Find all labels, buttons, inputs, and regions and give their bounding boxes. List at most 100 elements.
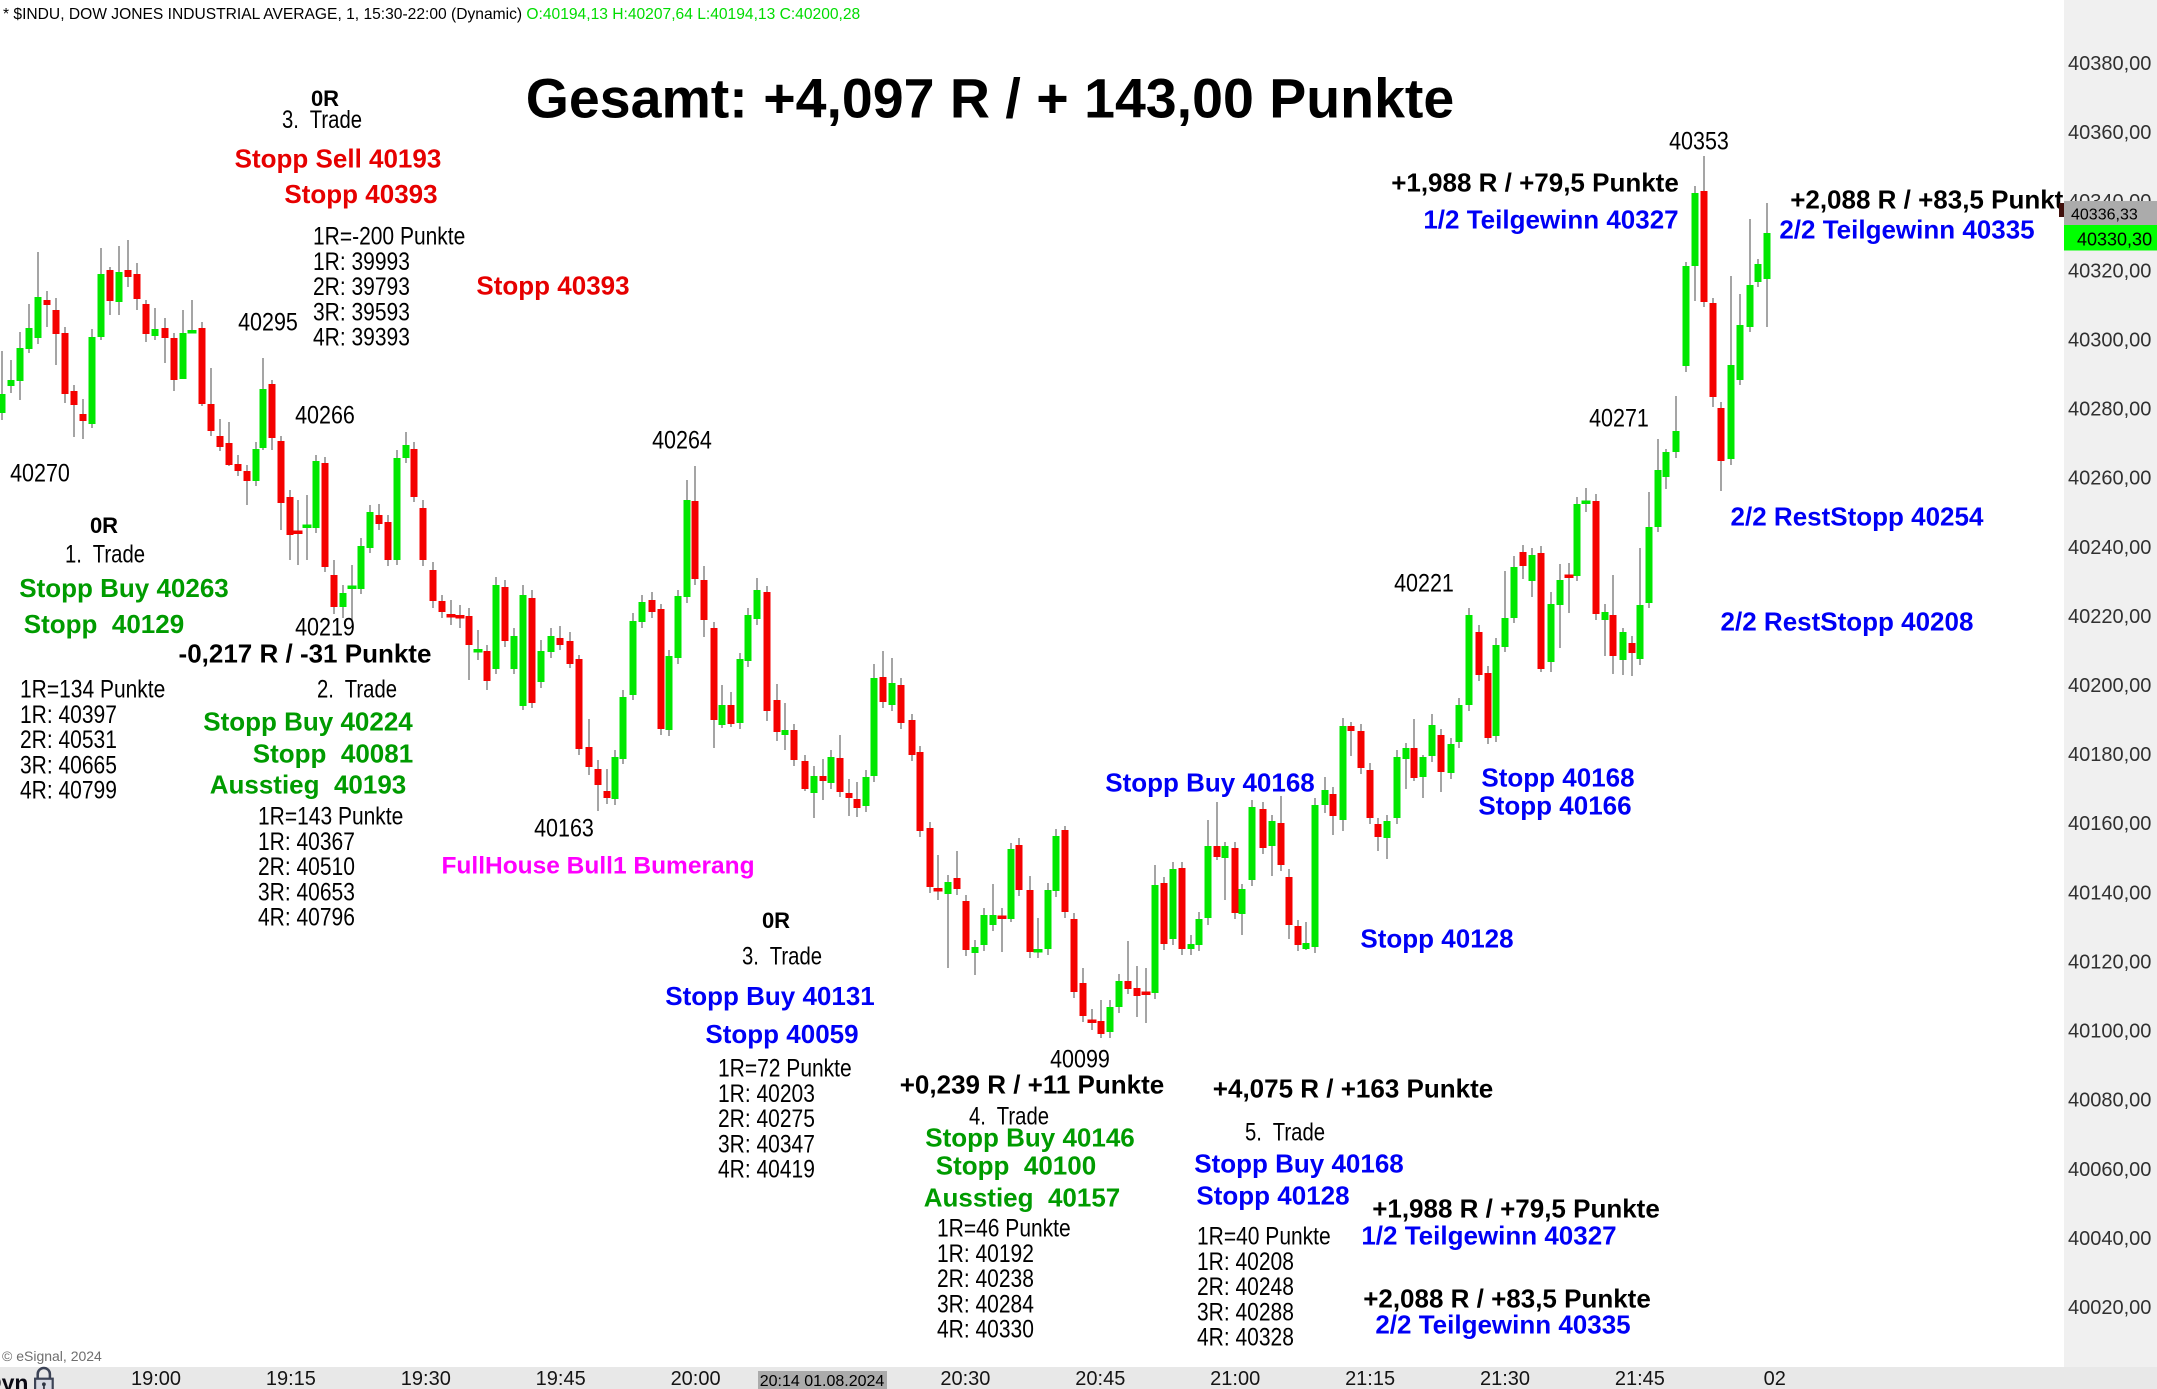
svg-text:Stopp 40100: Stopp 40100 — [936, 1151, 1096, 1181]
svg-text:1R=72 Punkte: 1R=72 Punkte — [718, 1055, 852, 1083]
svg-text:+0,239 R / +11 Punkte: +0,239 R / +11 Punkte — [900, 1070, 1165, 1100]
svg-text:21:45: 21:45 — [1615, 1368, 1665, 1389]
svg-text:4R: 39393: 4R: 39393 — [313, 324, 410, 352]
svg-text:4R: 40419: 4R: 40419 — [718, 1156, 815, 1184]
svg-text:40353: 40353 — [1669, 128, 1729, 156]
svg-text:Stopp 40168: Stopp 40168 — [1481, 763, 1634, 793]
svg-text:Stopp 40128: Stopp 40128 — [1196, 1181, 1349, 1211]
svg-text:20:14 01.08.2024: 20:14 01.08.2024 — [760, 1373, 885, 1389]
svg-text:+2,088 R / +83,5 Punkte: +2,088 R / +83,5 Punkte — [1363, 1284, 1651, 1314]
svg-text:2R: 40510: 2R: 40510 — [258, 853, 355, 881]
svg-text:40264: 40264 — [652, 427, 712, 455]
svg-text:Stopp 40081: Stopp 40081 — [253, 739, 413, 769]
svg-text:19:30: 19:30 — [401, 1368, 451, 1389]
svg-text:3R: 40347: 3R: 40347 — [718, 1130, 815, 1158]
svg-text:+1,988 R / +79,5 Punkte: +1,988 R / +79,5 Punkte — [1391, 168, 1679, 198]
svg-text:40260,00: 40260,00 — [2068, 468, 2151, 490]
svg-text:1R=134 Punkte: 1R=134 Punkte — [20, 676, 165, 704]
svg-text:21:30: 21:30 — [1480, 1368, 1530, 1389]
svg-text:Stopp Buy 40168: Stopp Buy 40168 — [1194, 1149, 1404, 1179]
svg-text:3. Trade: 3. Trade — [282, 106, 362, 134]
svg-text:3R: 40284: 3R: 40284 — [937, 1290, 1034, 1318]
svg-text:1R: 40208: 1R: 40208 — [1197, 1248, 1294, 1276]
svg-text:3R: 40653: 3R: 40653 — [258, 878, 355, 906]
svg-text:-0,217 R / -31 Punkte: -0,217 R / -31 Punkte — [179, 639, 432, 669]
svg-text:FullHouse Bull1 Bumerang: FullHouse Bull1 Bumerang — [441, 853, 754, 880]
svg-text:Stopp Sell 40193: Stopp Sell 40193 — [235, 144, 442, 174]
svg-text:40160,00: 40160,00 — [2068, 813, 2151, 835]
svg-text:3R: 40665: 3R: 40665 — [20, 751, 117, 779]
svg-text:Stopp Buy 40168: Stopp Buy 40168 — [1105, 768, 1315, 798]
svg-text:40336,33: 40336,33 — [2071, 207, 2138, 224]
svg-text:2/2 Teilgewinn 40335: 2/2 Teilgewinn 40335 — [1779, 215, 2034, 245]
svg-text:+4,075 R / +163 Punkte: +4,075 R / +163 Punkte — [1213, 1074, 1493, 1104]
svg-text:Ausstieg 40193: Ausstieg 40193 — [210, 770, 407, 800]
svg-text:40180,00: 40180,00 — [2068, 744, 2151, 766]
svg-text:Stopp Buy 40263: Stopp Buy 40263 — [19, 573, 229, 603]
svg-text:20:30: 20:30 — [940, 1368, 990, 1389]
svg-text:4R: 40799: 4R: 40799 — [20, 777, 117, 805]
svg-text:2R: 39793: 2R: 39793 — [313, 273, 410, 301]
svg-text:21:00: 21:00 — [1210, 1368, 1260, 1389]
svg-text:19:45: 19:45 — [536, 1368, 586, 1389]
svg-text:40060,00: 40060,00 — [2068, 1159, 2151, 1181]
svg-text:40020,00: 40020,00 — [2068, 1297, 2151, 1319]
svg-text:40300,00: 40300,00 — [2068, 329, 2151, 351]
svg-text:19:00: 19:00 — [131, 1368, 181, 1389]
svg-text:2R: 40531: 2R: 40531 — [20, 726, 117, 754]
svg-text:2R: 40238: 2R: 40238 — [937, 1265, 1034, 1293]
svg-text:40140,00: 40140,00 — [2068, 882, 2151, 904]
svg-text:40266: 40266 — [295, 402, 355, 430]
svg-text:2. Trade: 2. Trade — [317, 676, 397, 704]
svg-text:© eSignal, 2024: © eSignal, 2024 — [2, 1348, 102, 1364]
svg-text:Stopp 40129: Stopp 40129 — [24, 609, 184, 639]
svg-text:1R: 40203: 1R: 40203 — [718, 1080, 815, 1108]
svg-text:1R: 40397: 1R: 40397 — [20, 701, 117, 729]
svg-text:21:15: 21:15 — [1345, 1368, 1395, 1389]
svg-text:4R: 40330: 4R: 40330 — [937, 1316, 1034, 1344]
svg-text:1R: 39993: 1R: 39993 — [313, 248, 410, 276]
svg-text:Ausstieg 40157: Ausstieg 40157 — [924, 1183, 1121, 1213]
svg-text:40221: 40221 — [1394, 570, 1454, 598]
svg-text:40219: 40219 — [295, 614, 355, 642]
svg-text:4. Trade: 4. Trade — [969, 1103, 1049, 1131]
svg-text:19:15: 19:15 — [266, 1368, 316, 1389]
svg-text:40360,00: 40360,00 — [2068, 122, 2151, 144]
svg-text:40280,00: 40280,00 — [2068, 399, 2151, 421]
svg-text:1/2 Teilgewinn 40327: 1/2 Teilgewinn 40327 — [1361, 1221, 1616, 1251]
svg-text:Dyn: Dyn — [0, 1370, 28, 1389]
svg-text:Stopp Buy 40131: Stopp Buy 40131 — [665, 981, 875, 1011]
svg-text:+2,088 R / +83,5 Punkte: +2,088 R / +83,5 Punkte — [1790, 185, 2078, 215]
svg-text:40080,00: 40080,00 — [2068, 1090, 2151, 1112]
svg-text:Stopp 40059: Stopp 40059 — [705, 1019, 858, 1049]
svg-text:40271: 40271 — [1589, 405, 1649, 433]
svg-text:* $INDU, DOW JONES INDUSTRIAL: * $INDU, DOW JONES INDUSTRIAL AVERAGE, 1… — [3, 6, 860, 23]
svg-text:20:45: 20:45 — [1075, 1368, 1125, 1389]
svg-text:5. Trade: 5. Trade — [1245, 1119, 1325, 1147]
svg-text:40220,00: 40220,00 — [2068, 606, 2151, 628]
svg-text:0R: 0R — [90, 513, 118, 538]
svg-text:20:00: 20:00 — [671, 1368, 721, 1389]
svg-text:02: 02 — [1764, 1368, 1786, 1389]
svg-text:40380,00: 40380,00 — [2068, 53, 2151, 75]
svg-text:Stopp 40166: Stopp 40166 — [1478, 791, 1631, 821]
svg-text:1. Trade: 1. Trade — [65, 541, 145, 569]
svg-text:2R: 40248: 2R: 40248 — [1197, 1273, 1294, 1301]
svg-text:Stopp Buy 40146: Stopp Buy 40146 — [925, 1123, 1135, 1153]
svg-text:40120,00: 40120,00 — [2068, 952, 2151, 974]
svg-text:40320,00: 40320,00 — [2068, 260, 2151, 282]
svg-text:1/2 Teilgewinn 40327: 1/2 Teilgewinn 40327 — [1423, 205, 1678, 235]
svg-text:1R: 40367: 1R: 40367 — [258, 828, 355, 856]
svg-text:3R: 39593: 3R: 39593 — [313, 298, 410, 326]
svg-text:40100,00: 40100,00 — [2068, 1021, 2151, 1043]
svg-text:40099: 40099 — [1050, 1046, 1110, 1074]
svg-text:40270: 40270 — [10, 460, 70, 488]
svg-text:0R: 0R — [762, 908, 790, 933]
svg-text:2/2 RestStopp 40208: 2/2 RestStopp 40208 — [1721, 607, 1974, 637]
svg-text:1R=40 Punkte: 1R=40 Punkte — [1197, 1223, 1331, 1251]
svg-text:4R: 40328: 4R: 40328 — [1197, 1324, 1294, 1352]
svg-text:Gesamt: +4,097 R / + 143,00 Pu: Gesamt: +4,097 R / + 143,00 Punkte — [526, 68, 1455, 130]
svg-text:2/2 RestStopp 40254: 2/2 RestStopp 40254 — [1731, 502, 1984, 532]
svg-text:+1,988 R / +79,5 Punkte: +1,988 R / +79,5 Punkte — [1372, 1194, 1660, 1224]
svg-text:40163: 40163 — [534, 815, 594, 843]
